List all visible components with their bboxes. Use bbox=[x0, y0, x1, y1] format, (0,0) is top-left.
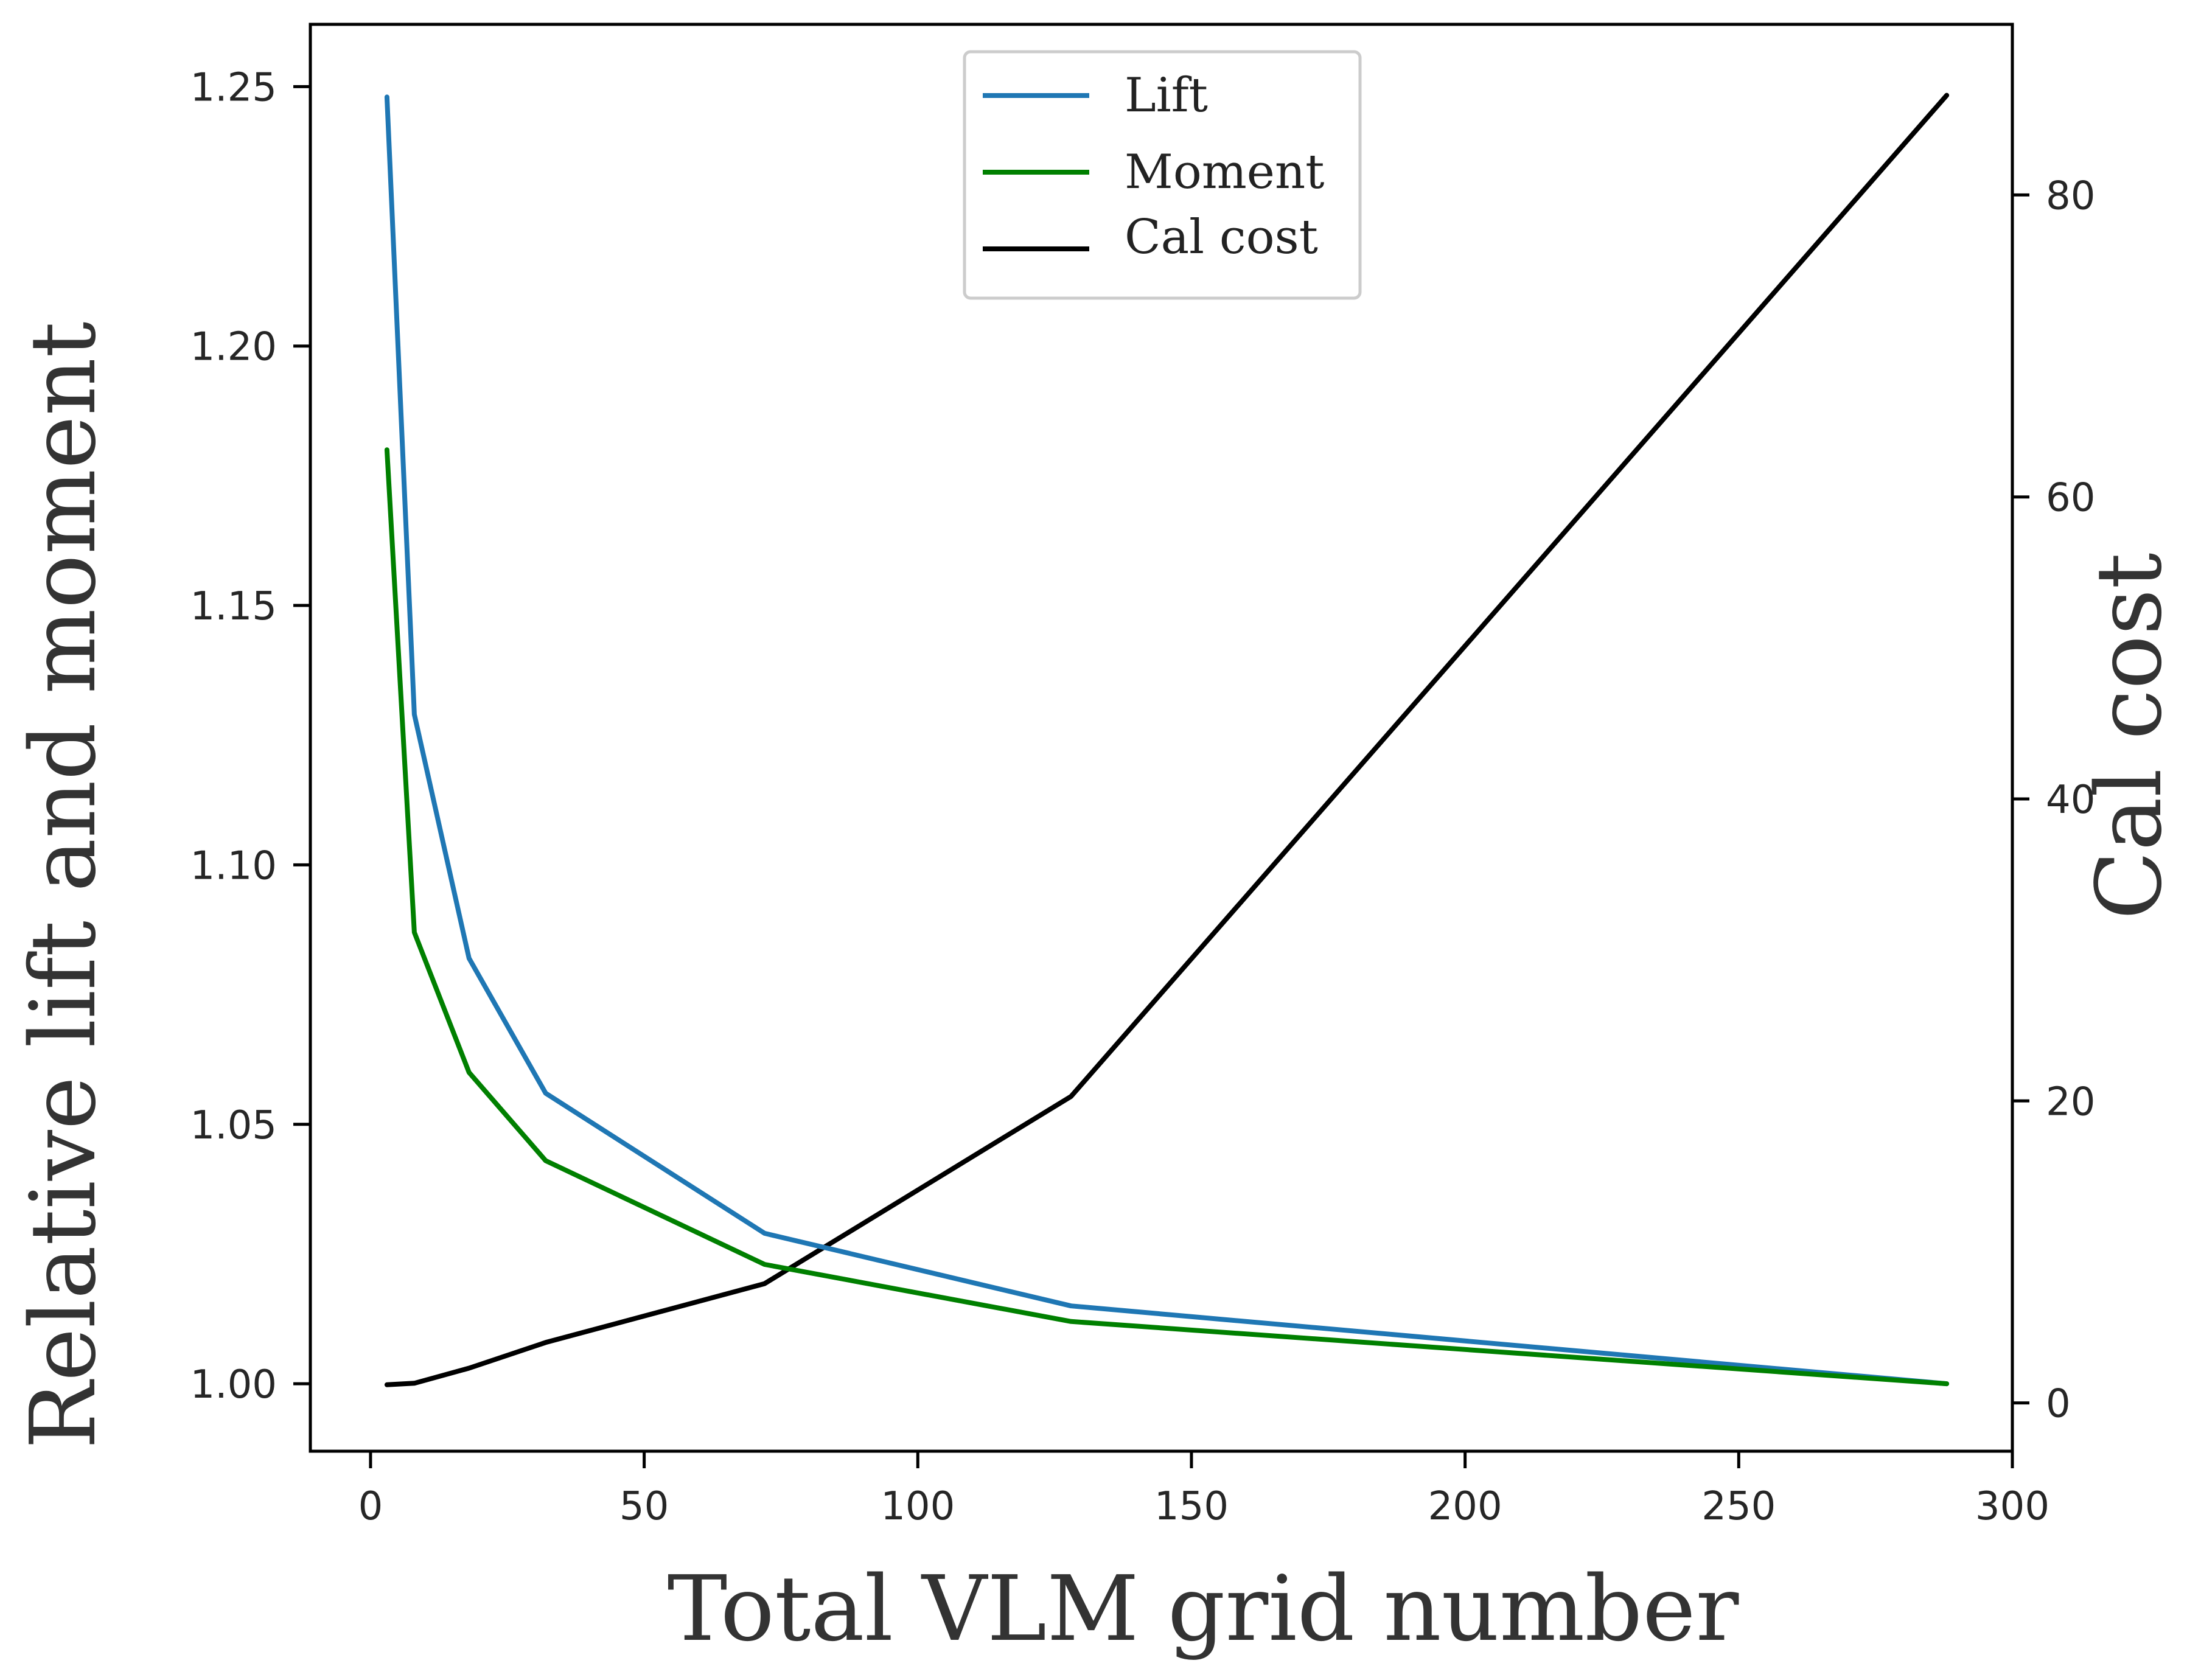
y2-tick-label: 40 bbox=[2046, 778, 2095, 823]
plot-frame bbox=[309, 23, 2014, 1453]
legend-label-lift: Lift bbox=[1125, 68, 1208, 123]
x-tick-label: 0 bbox=[358, 1484, 383, 1529]
legend-label-cal-cost: Cal cost bbox=[1125, 210, 1318, 265]
legend-label-moment: Moment bbox=[1125, 145, 1325, 200]
x-axis-title: Total VLM grid number bbox=[668, 1556, 1739, 1661]
axes: 0 50 100 150 200 250 3001.001.051.101.151.201.… bbox=[190, 65, 2096, 1529]
series-line-moment bbox=[384, 447, 1950, 1387]
y-tick-label: 1.10 bbox=[190, 843, 277, 888]
y-tick-label: 1.25 bbox=[190, 65, 277, 110]
plot-lines bbox=[384, 92, 1950, 1387]
y-tick-label: 1.20 bbox=[190, 325, 277, 370]
legend-box bbox=[963, 50, 1362, 300]
y2-tick-label: 60 bbox=[2046, 476, 2095, 521]
legend: Lift Moment Cal cost bbox=[963, 50, 1362, 300]
y2-tick-label: 80 bbox=[2046, 173, 2095, 218]
series-line-lift bbox=[384, 94, 1950, 1387]
x-tick-label: 100 bbox=[881, 1484, 955, 1529]
x-tick-label: 50 bbox=[619, 1484, 669, 1529]
y-axis-title: Relative lift and moment bbox=[11, 321, 116, 1449]
x-tick-label: 150 bbox=[1154, 1484, 1229, 1529]
x-tick-label: 250 bbox=[1701, 1484, 1776, 1529]
x-tick-label: 200 bbox=[1428, 1484, 1502, 1529]
series-line-cal-cost bbox=[384, 92, 1950, 1387]
y2-axis-title: Cal cost bbox=[2077, 552, 2182, 919]
y-tick-label: 1.00 bbox=[190, 1362, 277, 1407]
y2-tick-label: 20 bbox=[2046, 1079, 2095, 1124]
x-tick-label: 300 bbox=[1975, 1484, 2049, 1529]
y-tick-label: 1.15 bbox=[190, 584, 277, 629]
y-tick-label: 1.05 bbox=[190, 1103, 277, 1148]
y2-tick-label: 0 bbox=[2046, 1382, 2071, 1427]
